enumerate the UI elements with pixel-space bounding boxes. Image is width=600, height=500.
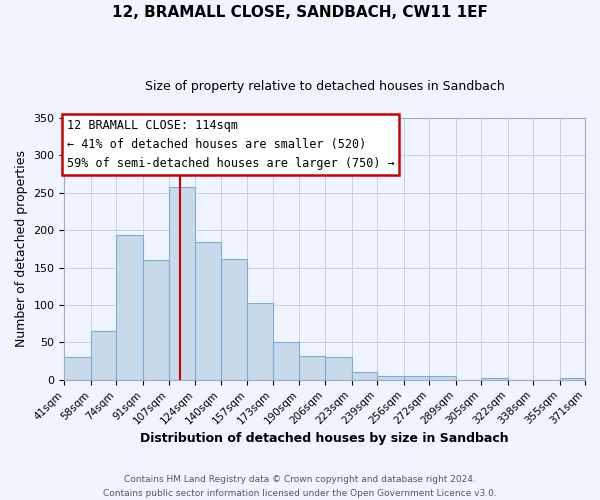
Bar bbox=[91, 331, 116, 380]
Bar bbox=[481, 378, 508, 380]
Bar bbox=[352, 372, 377, 380]
Bar bbox=[272, 342, 299, 380]
Bar bbox=[221, 258, 247, 380]
Bar bbox=[325, 358, 352, 380]
Y-axis label: Number of detached properties: Number of detached properties bbox=[15, 150, 28, 348]
Bar bbox=[429, 376, 455, 380]
Bar bbox=[404, 376, 429, 380]
Bar bbox=[64, 358, 91, 380]
Bar bbox=[377, 376, 404, 380]
Title: Size of property relative to detached houses in Sandbach: Size of property relative to detached ho… bbox=[145, 80, 505, 93]
Bar bbox=[247, 302, 272, 380]
Bar bbox=[143, 260, 169, 380]
Bar bbox=[196, 242, 221, 380]
X-axis label: Distribution of detached houses by size in Sandbach: Distribution of detached houses by size … bbox=[140, 432, 509, 445]
Bar bbox=[560, 378, 585, 380]
Bar bbox=[169, 186, 196, 380]
Text: 12 BRAMALL CLOSE: 114sqm
← 41% of detached houses are smaller (520)
59% of semi-: 12 BRAMALL CLOSE: 114sqm ← 41% of detach… bbox=[67, 119, 395, 170]
Bar bbox=[299, 356, 325, 380]
Text: 12, BRAMALL CLOSE, SANDBACH, CW11 1EF: 12, BRAMALL CLOSE, SANDBACH, CW11 1EF bbox=[112, 5, 488, 20]
Text: Contains HM Land Registry data © Crown copyright and database right 2024.
Contai: Contains HM Land Registry data © Crown c… bbox=[103, 476, 497, 498]
Bar bbox=[116, 236, 143, 380]
